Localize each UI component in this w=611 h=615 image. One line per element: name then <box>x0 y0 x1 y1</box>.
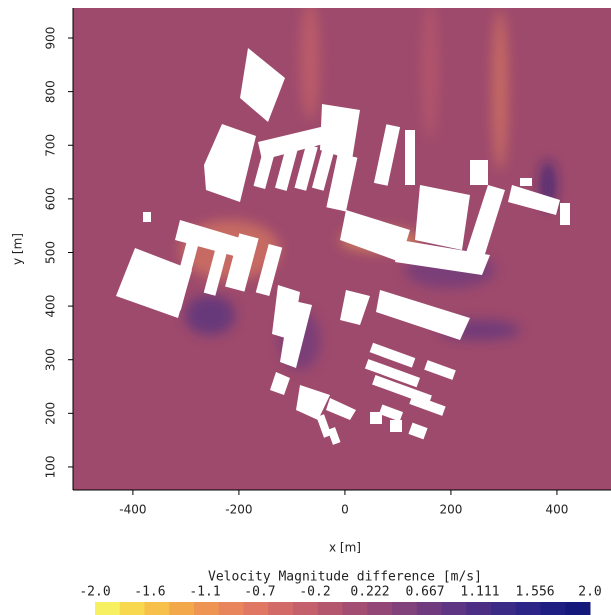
colorbar-segment <box>293 602 319 615</box>
colorbar-segment <box>491 602 517 615</box>
colorbar-segment <box>144 602 170 615</box>
colorbar-tick-label: 0.222 <box>350 585 389 600</box>
colorbar-segment <box>243 602 269 615</box>
colorbar: -2.0 -1.6 -1.1 -0.7 -0.2 0.222 0.667 1.111 1.556… <box>79 585 602 615</box>
colorbar-segment <box>416 602 442 615</box>
colorbar-tick-label: -2.0 <box>79 585 110 600</box>
y-tick-label: 600 <box>44 187 58 210</box>
x-tick-label: 0 <box>341 503 349 517</box>
y-tick-label: 800 <box>44 80 58 103</box>
colorbar-segment <box>194 602 220 615</box>
field <box>73 8 611 490</box>
y-tick-label: 400 <box>44 295 58 318</box>
colorbar-segment <box>119 602 145 615</box>
colorbar-segment <box>95 602 121 615</box>
colorbar-segment <box>441 602 467 615</box>
colorbar-segment <box>540 602 566 615</box>
colorbar-tick-label: 2.0 <box>578 585 601 600</box>
x-axis-label: x [m] <box>329 541 361 555</box>
field-background <box>73 8 611 490</box>
colorbar-tick-label: 1.556 <box>515 585 554 600</box>
colorbar-tick-label: 0.667 <box>405 585 444 600</box>
colorbar-tick-label: -0.7 <box>244 585 275 600</box>
colorbar-segment <box>466 602 492 615</box>
colorbar-segment <box>367 602 393 615</box>
x-tick-label: 400 <box>545 503 568 517</box>
colorbar-tick-label: -1.6 <box>134 585 165 600</box>
x-tick-label: 200 <box>439 503 462 517</box>
colorbar-segment <box>392 602 418 615</box>
colorbar-tick-label: 1.111 <box>460 585 499 600</box>
y-tick-label: 200 <box>44 402 58 425</box>
colorbar-title: Velocity Magnitude difference [m/s] <box>208 570 482 585</box>
axes: -400 -200 0 200 400 100 200 300 400 500 600 700 800 9… <box>44 27 569 517</box>
colorbar-tick-label: -0.2 <box>299 585 330 600</box>
colorbar-segment <box>218 602 244 615</box>
y-tick-label: 100 <box>44 455 58 478</box>
colorbar-segment <box>342 602 368 615</box>
y-tick-label: 500 <box>44 241 58 264</box>
colorbar-segment <box>169 602 195 615</box>
colorbar-segment <box>515 602 541 615</box>
colorbar-segment <box>268 602 294 615</box>
x-tick-label: -200 <box>225 503 252 517</box>
colorbar-tick-label: -1.1 <box>189 585 220 600</box>
colorbar-segment <box>317 602 343 615</box>
colorbar-segment <box>565 602 591 615</box>
y-tick-label: 900 <box>44 27 58 50</box>
buildings <box>116 48 570 445</box>
x-tick-label: -400 <box>119 503 146 517</box>
y-axis-label: y [m] <box>11 233 25 265</box>
y-tick-label: 300 <box>44 348 58 371</box>
y-tick-label: 700 <box>44 134 58 157</box>
